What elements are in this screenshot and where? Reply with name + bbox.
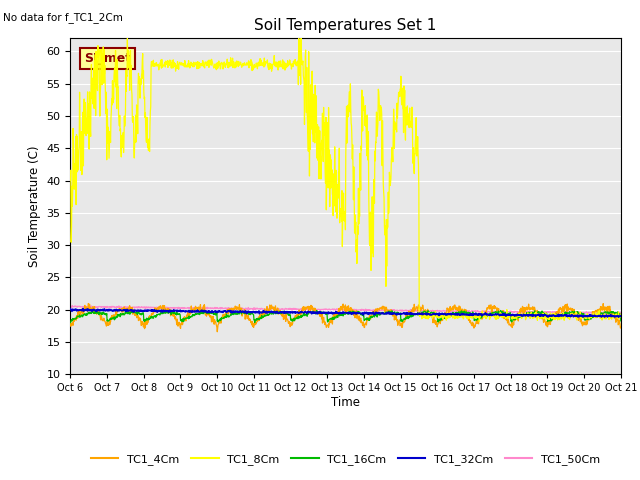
TC1_16Cm xyxy=(189,312,197,318)
TC1_50Cm xyxy=(504,309,511,314)
TC1_50Cm xyxy=(189,305,197,311)
TC1_8Cm xyxy=(617,312,625,317)
TC1_8Cm xyxy=(476,319,483,324)
TC1_32Cm xyxy=(617,313,625,319)
Y-axis label: Soil Temperature (C): Soil Temperature (C) xyxy=(28,145,41,267)
TC1_50Cm xyxy=(431,308,439,313)
TC1_4Cm xyxy=(504,320,511,326)
TC1_8Cm xyxy=(431,309,439,314)
TC1_50Cm xyxy=(552,309,559,314)
TC1_50Cm xyxy=(611,311,619,317)
X-axis label: Time: Time xyxy=(331,396,360,409)
TC1_4Cm xyxy=(252,319,259,325)
TC1_32Cm xyxy=(431,311,439,317)
TC1_4Cm xyxy=(617,324,625,330)
TC1_8Cm xyxy=(67,177,74,183)
TC1_50Cm xyxy=(176,305,184,311)
TC1_32Cm xyxy=(67,306,74,312)
Line: TC1_50Cm: TC1_50Cm xyxy=(70,305,621,314)
TC1_32Cm xyxy=(189,309,197,314)
TC1_16Cm xyxy=(504,310,511,315)
TC1_32Cm xyxy=(79,306,87,312)
TC1_4Cm xyxy=(552,314,560,320)
TC1_8Cm xyxy=(176,60,184,65)
TC1_4Cm xyxy=(176,321,184,327)
TC1_32Cm xyxy=(504,312,511,317)
TC1_8Cm xyxy=(251,64,259,70)
Title: Soil Temperatures Set 1: Soil Temperatures Set 1 xyxy=(255,18,436,33)
TC1_50Cm xyxy=(617,310,625,316)
TC1_16Cm xyxy=(176,311,184,317)
TC1_16Cm xyxy=(130,307,138,313)
TC1_8Cm xyxy=(124,36,131,41)
Text: SI_met: SI_met xyxy=(84,52,131,65)
TC1_16Cm xyxy=(431,311,439,316)
TC1_50Cm xyxy=(251,307,259,312)
Line: TC1_16Cm: TC1_16Cm xyxy=(70,310,621,323)
TC1_50Cm xyxy=(68,302,76,308)
TC1_32Cm xyxy=(614,314,622,320)
TC1_4Cm xyxy=(189,307,197,312)
TC1_16Cm xyxy=(67,320,74,325)
TC1_8Cm xyxy=(504,314,511,320)
Line: TC1_32Cm: TC1_32Cm xyxy=(70,309,621,317)
TC1_16Cm xyxy=(251,320,259,325)
TC1_8Cm xyxy=(189,62,197,68)
Line: TC1_8Cm: TC1_8Cm xyxy=(70,38,621,322)
TC1_4Cm xyxy=(67,320,74,325)
Line: TC1_4Cm: TC1_4Cm xyxy=(70,303,621,332)
TC1_4Cm xyxy=(84,300,92,306)
TC1_32Cm xyxy=(176,308,184,313)
TC1_8Cm xyxy=(552,312,560,318)
TC1_4Cm xyxy=(213,329,221,335)
TC1_16Cm xyxy=(552,315,559,321)
Legend: TC1_4Cm, TC1_8Cm, TC1_16Cm, TC1_32Cm, TC1_50Cm: TC1_4Cm, TC1_8Cm, TC1_16Cm, TC1_32Cm, TC… xyxy=(86,450,605,469)
TC1_16Cm xyxy=(617,318,625,324)
TC1_4Cm xyxy=(432,322,440,327)
Text: No data for f_TC1_2Cm: No data for f_TC1_2Cm xyxy=(3,12,123,23)
TC1_32Cm xyxy=(552,313,559,319)
TC1_32Cm xyxy=(251,309,259,315)
TC1_50Cm xyxy=(67,304,74,310)
